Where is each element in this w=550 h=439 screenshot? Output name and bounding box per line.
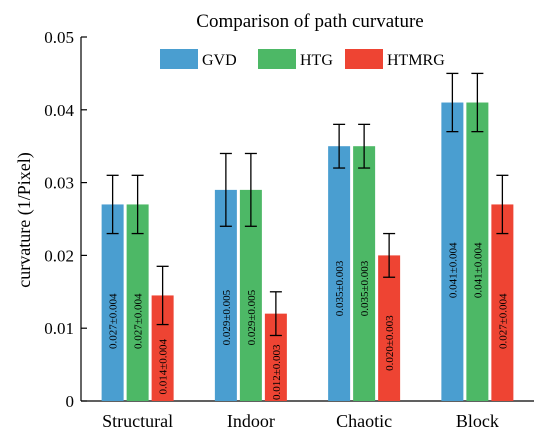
bar-value-label: 0.041±0.004 [447, 242, 459, 298]
chart-title: Comparison of path curvature [196, 11, 423, 32]
bar-value-label: 0.035±0.003 [334, 260, 346, 316]
y-tick-label: 0.04 [44, 101, 74, 120]
bar-value-label: 0.027±0.004 [133, 293, 145, 349]
plot-area: 0 0.01 0.02 0.03 0.04 0.05 0.027±0.004 0.027±0.… [44, 28, 534, 431]
bar-value-label: 0.029±0.005 [221, 289, 233, 345]
bar-value-label: 0.029±0.005 [246, 289, 258, 345]
legend: GVD HTG HTMRG [160, 49, 445, 69]
y-tick-label: 0.02 [44, 246, 74, 265]
y-axis-label: curvature (1/Pixel) [14, 152, 35, 287]
bar-htg [239, 189, 262, 401]
bar-htg [126, 204, 149, 401]
bar-htg [353, 146, 376, 401]
legend-label-gvd: GVD [202, 52, 237, 69]
bar-gvd [214, 189, 237, 401]
legend-swatch-gvd [160, 49, 198, 69]
bar-htmrg [491, 204, 514, 401]
y-tick-label: 0.03 [44, 174, 74, 193]
bar-value-label: 0.020±0.003 [384, 315, 396, 371]
legend-label-htg: HTG [300, 52, 333, 69]
y-tick-label: 0 [66, 392, 75, 411]
x-category-label: Indoor [227, 411, 275, 431]
legend-swatch-htg [258, 49, 296, 69]
bar-gvd [441, 102, 464, 402]
bar-htg [466, 102, 489, 402]
x-category-label: Structural [102, 411, 173, 431]
bar-value-label: 0.012±0.003 [271, 344, 283, 400]
bar-htmrg [151, 295, 174, 401]
x-category-label: Chaotic [336, 411, 392, 431]
bar-value-label: 0.027±0.004 [497, 293, 509, 349]
y-tick-label: 0.01 [44, 319, 74, 338]
legend-swatch-htmrg [345, 49, 383, 69]
x-category-label: Block [456, 411, 499, 431]
y-tick-label: 0.05 [44, 28, 74, 47]
bar-value-label: 0.027±0.004 [108, 293, 120, 349]
bar-value-label: 0.014±0.004 [158, 339, 170, 395]
legend-label-htmrg: HTMRG [387, 52, 445, 69]
bar-htmrg [378, 255, 401, 401]
bar-gvd [101, 204, 124, 401]
bar-value-label: 0.035±0.003 [359, 260, 371, 316]
bar-gvd [328, 146, 351, 401]
bar-value-label: 0.041±0.004 [472, 242, 484, 298]
